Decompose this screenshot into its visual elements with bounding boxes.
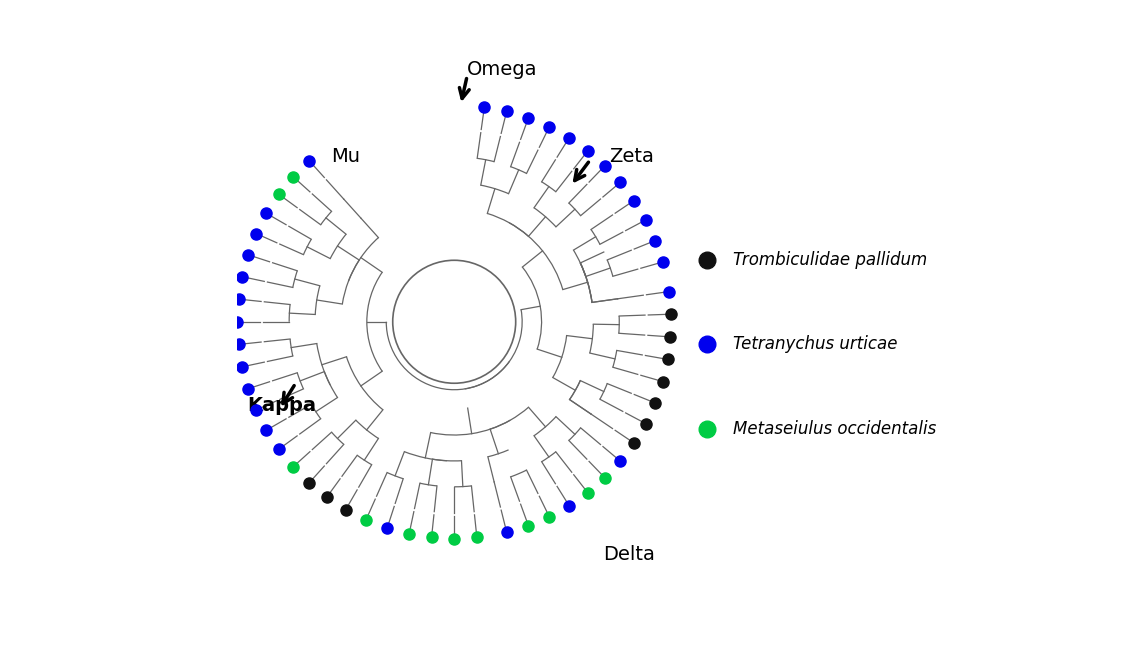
Text: Zeta: Zeta [609,147,654,166]
Text: Kappa: Kappa [247,396,316,415]
Text: Trombiculidae pallidum: Trombiculidae pallidum [733,252,927,269]
Text: Delta: Delta [603,545,655,564]
Text: Mu: Mu [331,147,360,166]
Text: Omega: Omega [467,60,537,79]
Text: Tetranychus urticae: Tetranychus urticae [733,335,896,354]
Text: Metaseiulus occidentalis: Metaseiulus occidentalis [733,419,936,437]
